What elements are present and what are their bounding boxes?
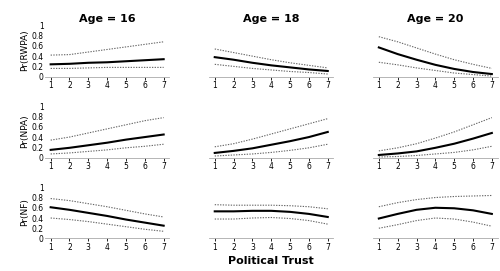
X-axis label: Political Trust: Political Trust (228, 256, 314, 266)
Title: Age = 16: Age = 16 (79, 14, 136, 24)
Y-axis label: Pr(RWPA): Pr(RWPA) (20, 30, 28, 71)
Title: Age = 18: Age = 18 (243, 14, 300, 24)
Y-axis label: Pr(NPA): Pr(NPA) (20, 115, 28, 148)
Y-axis label: Pr(NF): Pr(NF) (20, 198, 28, 226)
Title: Age = 20: Age = 20 (407, 14, 464, 24)
